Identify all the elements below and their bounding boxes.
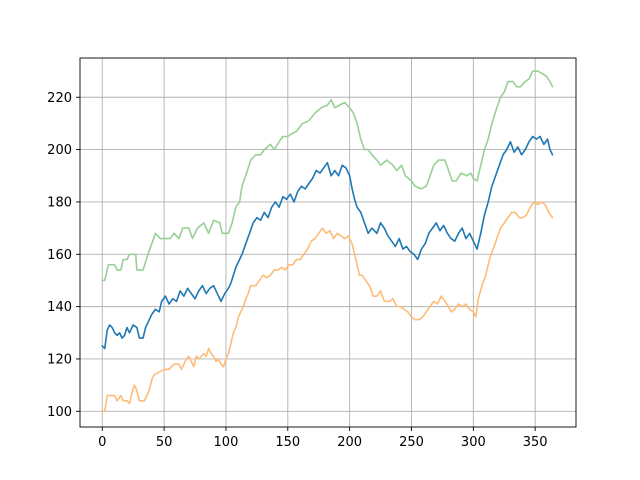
plot-frame [79, 57, 577, 428]
y-tick-label: 180 [47, 195, 72, 210]
y-tick-label: 100 [47, 405, 72, 420]
series-line-1 [101, 70, 554, 282]
x-tick-label: 350 [523, 435, 548, 450]
x-tick-label: 50 [156, 435, 173, 450]
y-tick-label: 220 [47, 91, 72, 106]
y-tick-label: 120 [47, 352, 72, 367]
series-line-3 [101, 201, 554, 413]
series-line-2 [101, 135, 554, 350]
y-axis: 100 120 140 160 180 200 220 [47, 91, 80, 420]
y-tick-label: 200 [47, 143, 72, 158]
x-tick-label: 250 [399, 435, 424, 450]
x-tick-label: 300 [461, 435, 486, 450]
y-tick-label: 140 [47, 300, 72, 315]
grid [80, 58, 576, 427]
y-tick-label: 160 [47, 248, 72, 263]
x-tick-label: 100 [214, 435, 239, 450]
x-tick-label: 200 [337, 435, 362, 450]
x-tick-label: 150 [275, 435, 300, 450]
x-axis: 0 50 100 150 200 250 300 350 [98, 427, 548, 450]
series-group [101, 70, 554, 413]
x-tick-label: 0 [98, 435, 106, 450]
